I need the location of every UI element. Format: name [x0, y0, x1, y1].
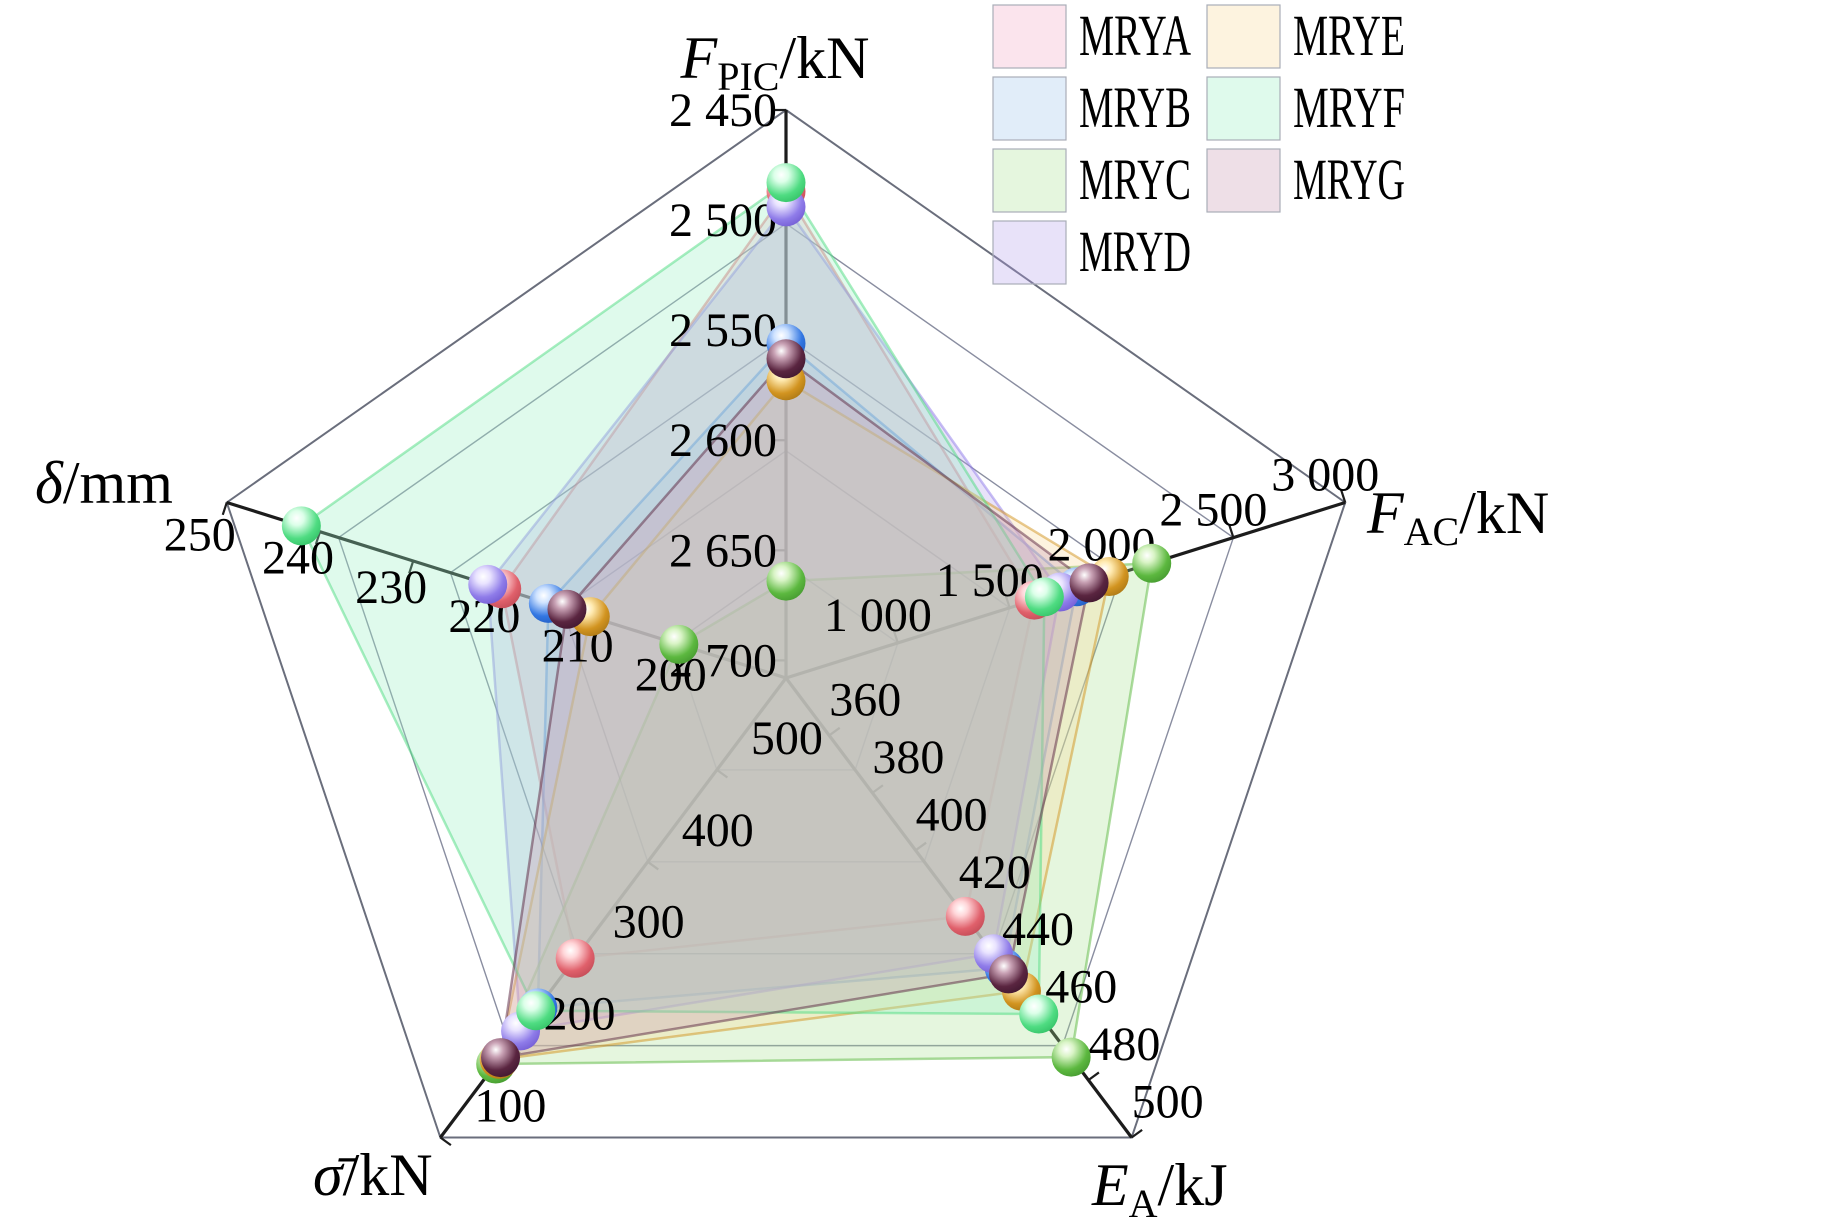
tick-label-E_A-360: 360 [829, 673, 901, 726]
tick-label-E_A-380: 380 [872, 731, 944, 784]
tick-label-E_A-440: 440 [1002, 903, 1074, 956]
marker-MRYD-delta [468, 564, 508, 604]
tick-label-F_AC-1000: 1 000 [824, 589, 932, 642]
tick-label-sigma-100: 100 [474, 1080, 546, 1133]
marker-MRYC-delta [659, 624, 699, 664]
legend-swatch-MRYE [1206, 4, 1281, 69]
legend-swatch-MRYD [992, 220, 1067, 285]
legend-label-MRYB: MRYB [1079, 75, 1191, 140]
grid-ring-1 [225, 108, 1347, 1139]
marker-MRYF-delta [281, 506, 321, 546]
grid-rings [225, 108, 1347, 1139]
tick-mark-F_AC-1500 [1004, 595, 1011, 609]
tick-mark-E_A-380 [871, 784, 884, 794]
tick-label-delta-230: 230 [355, 561, 427, 614]
tick-label-E_A-420: 420 [959, 846, 1031, 899]
series-markers [281, 163, 1172, 1084]
tick-mark-sigma-100 [439, 1136, 452, 1147]
tick-label-F_PIC-2650: 2 650 [669, 524, 777, 577]
grid-ring-0.4 [561, 449, 1011, 863]
tick-label-F_AC-3000: 3 000 [1271, 448, 1379, 501]
tick-label-F_PIC-2600: 2 600 [669, 414, 777, 467]
marker-MRYG-E_A [988, 954, 1028, 994]
legend-item-MRYG: MRYG [1206, 147, 1405, 213]
legend-item-MRYE: MRYE [1206, 3, 1405, 69]
tick-mark-E_A-480 [1087, 1071, 1100, 1081]
series-fill-MRYG [499, 357, 1091, 1059]
legend-label-MRYA: MRYA [1079, 3, 1191, 68]
marker-MRYG-F_PIC [766, 339, 806, 379]
tick-label-F_PIC-2500: 2 500 [669, 194, 777, 247]
marker-MRYG-sigma [481, 1038, 521, 1078]
legend-swatch-MRYA [992, 4, 1067, 69]
grid-ring-0.2 [673, 563, 899, 771]
tick-mark-sigma-400 [647, 860, 659, 871]
tick-label-F_PIC-2550: 2 550 [669, 304, 777, 357]
legend-item-MRYD: MRYD [992, 219, 1191, 285]
grid-ring-0.6 [449, 336, 1123, 955]
tick-mark-E_A-400 [914, 841, 927, 852]
tick-label-E_A-400: 400 [916, 788, 988, 841]
series-fill-MRYE [497, 379, 1111, 1061]
tick-label-sigma-300: 300 [613, 896, 685, 949]
axis-title-E_A: EA/kJ [1091, 1152, 1228, 1220]
legend-swatch-MRYF [1206, 76, 1281, 141]
marker-MRYF-sigma [516, 991, 556, 1031]
tick-label-E_A-500: 500 [1132, 1076, 1204, 1129]
legend-label-MRYG: MRYG [1293, 147, 1405, 212]
tick-mark-delta-250 [221, 502, 228, 516]
tick-label-sigma-400: 400 [682, 804, 754, 857]
legend-item-MRYB: MRYB [992, 75, 1191, 141]
marker-MRYF-E_A [1019, 994, 1059, 1034]
tick-mark-E_A-500 [1130, 1128, 1143, 1139]
marker-MRYG-delta [547, 589, 587, 629]
legend-swatch-MRYG [1206, 148, 1281, 213]
tick-mark-F_AC-3000 [1340, 489, 1347, 503]
tick-label-E_A-460: 460 [1045, 961, 1117, 1014]
tick-mark-F_AC-1000 [892, 630, 899, 644]
legend-item-MRYA: MRYA [992, 3, 1191, 69]
tick-label-delta-250: 250 [164, 508, 236, 561]
tick-label-F_PIC-2450: 2 450 [669, 84, 777, 137]
legend-swatch-MRYB [992, 76, 1067, 141]
tick-label-sigma-500: 500 [751, 712, 823, 765]
series-fills [300, 181, 1153, 1066]
tick-mark-delta-230 [408, 560, 415, 574]
tick-label-E_A-480: 480 [1088, 1018, 1160, 1071]
legend: MRYA MRYB MRYC MRYD MRYE MRYF MRYG [992, 3, 1405, 285]
legend-label-MRYC: MRYC [1079, 147, 1191, 212]
marker-MRYC-F_PIC [766, 561, 806, 601]
series-fill-MRYF [300, 181, 1046, 1016]
tick-mark-F_AC-2500 [1228, 524, 1235, 538]
tick-mark-sigma-500 [716, 769, 729, 779]
axis-title-F_AC: FAC/kN [1366, 480, 1549, 554]
legend-label-MRYD: MRYD [1079, 219, 1191, 284]
legend-swatch-MRYC [992, 148, 1067, 213]
marker-MRYA-E_A [945, 896, 985, 936]
axis-title-delta: δ/mm [35, 450, 173, 516]
marker-MRYF-F_AC [1024, 577, 1064, 617]
marker-MRYA-sigma [555, 938, 595, 978]
marker-MRYG-F_AC [1069, 563, 1109, 603]
legend-item-MRYF: MRYF [1206, 75, 1405, 141]
legend-label-MRYE: MRYE [1293, 3, 1405, 68]
legend-label-MRYF: MRYF [1293, 75, 1405, 140]
grid-ring-0.8 [337, 222, 1235, 1047]
legend-item-MRYC: MRYC [992, 147, 1191, 213]
tick-mark-E_A-360 [828, 726, 841, 737]
tick-label-F_AC-2500: 2 500 [1159, 484, 1267, 537]
tick-mark-delta-240 [314, 531, 322, 545]
marker-MRYC-E_A [1051, 1037, 1091, 1077]
axis-title-F_PIC: FPIC/kN [680, 25, 870, 99]
marker-MRYF-F_PIC [766, 163, 806, 203]
marker-MRYC-F_AC [1132, 543, 1172, 583]
axis-title-sigma: σ̄/kN [313, 1142, 433, 1208]
